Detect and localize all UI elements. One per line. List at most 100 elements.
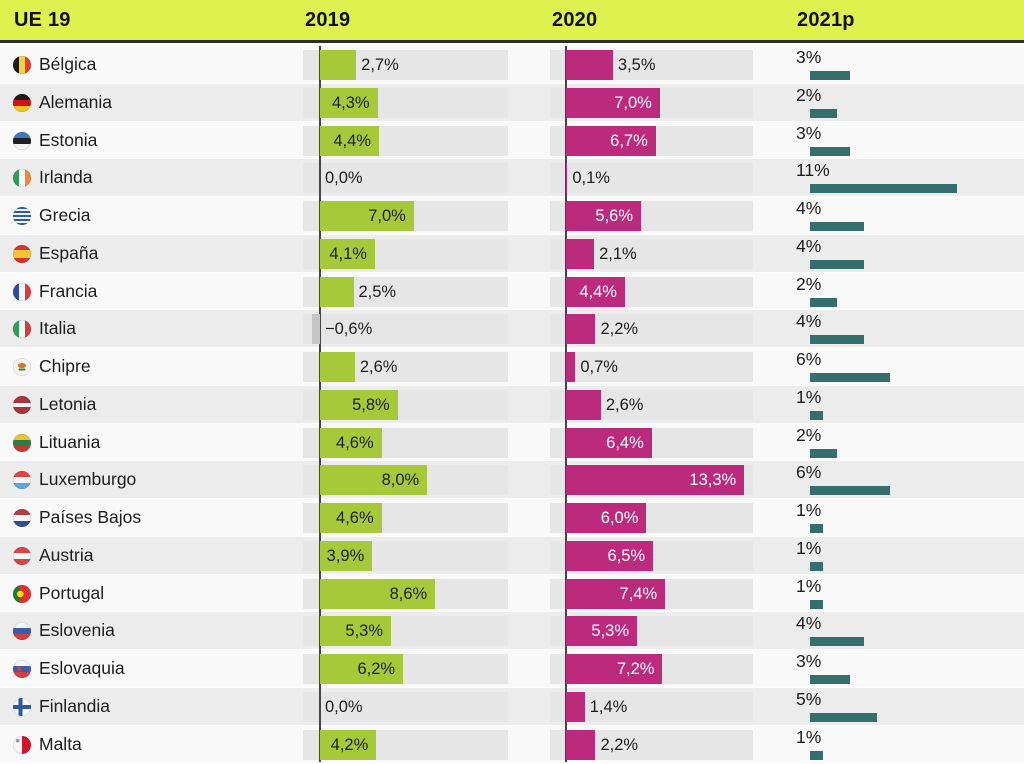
bar-2019: [320, 125, 379, 156]
header-2021p: 2021p: [797, 9, 855, 31]
chart-rows: Bélgica 2,7% 3,5% 3% Alemania 4,3% 7,0% 2% Eston…: [0, 46, 1024, 764]
ie-flag-icon: [13, 169, 31, 188]
country-label: Luxemburgo: [39, 469, 137, 490]
bar-2019: [320, 201, 414, 231]
country-label: Eslovenia: [39, 620, 115, 641]
header-2019: 2019: [305, 9, 351, 31]
bar-track-2020: [550, 163, 753, 194]
bar-value-2019: 0,0%: [325, 169, 363, 188]
pt-flag-icon: [13, 584, 31, 603]
country-label: Bélgica: [39, 54, 97, 74]
bar-2021p: [810, 410, 824, 420]
country-label: Grecia: [39, 205, 91, 225]
bar-2019: [311, 314, 320, 345]
table-row: Chipre 2,6% 0,7% 6%: [0, 348, 1024, 386]
gr-flag-icon: [13, 207, 31, 225]
bar-2019: [320, 427, 382, 458]
table-row: Finlandia 0,0% 1,4% 5%: [0, 687, 1024, 726]
table-row: Bélgica 2,7% 3,5% 3%: [0, 46, 1024, 84]
table-row: Malta 4,2% 2,2% 1%: [0, 725, 1024, 764]
bar-2020: [566, 238, 595, 269]
bar-value-2019: 4,1%: [329, 244, 367, 263]
bar-2021p: [810, 750, 824, 760]
country-label: Estonia: [39, 129, 98, 150]
sk-flag-icon: [13, 660, 31, 678]
bar-value-2020: 0,1%: [572, 169, 610, 188]
bar-2021p: [810, 637, 864, 647]
bar-2020: [566, 163, 568, 194]
bar-2019: [320, 276, 354, 307]
value-2021p: 3%: [796, 47, 822, 67]
bar-2021p: [810, 373, 891, 382]
bar-2019: [320, 238, 375, 269]
country-label: Francia: [39, 280, 98, 301]
bar-2020: [566, 691, 585, 722]
fi-flag-icon: [13, 697, 31, 716]
bar-track-2020: [550, 352, 753, 382]
bar-value-2019: 2,6%: [359, 358, 398, 376]
value-2021p: 1%: [796, 575, 822, 596]
it-flag-icon: [13, 320, 31, 339]
bar-2020: [566, 427, 652, 458]
de-flag-icon: [13, 93, 31, 112]
value-2021p: 4%: [796, 235, 822, 256]
at-flag-icon: [13, 546, 31, 565]
value-2021p: 1%: [796, 500, 822, 520]
country-label: Países Bajos: [39, 507, 142, 527]
bar-value-2020: 6,5%: [607, 546, 646, 565]
bar-2020: [566, 578, 666, 609]
bar-value-2020: 7,2%: [616, 660, 655, 678]
bar-value-2020: 13,3%: [689, 471, 737, 490]
bar-2019: [320, 540, 373, 571]
bar-2021p: [810, 71, 851, 80]
bar-2019: [320, 616, 392, 647]
country-label: Alemania: [39, 91, 112, 112]
value-2021p: 2%: [796, 273, 822, 294]
table-row: Francia 2,5% 4,4% 2%: [0, 272, 1024, 311]
bar-value-2020: 2,6%: [605, 395, 644, 414]
table-row: España 4,1% 2,1% 4%: [0, 234, 1024, 273]
mt-flag-icon: [13, 735, 31, 754]
value-2021p: 3%: [796, 651, 822, 671]
value-2021p: 5%: [796, 688, 822, 709]
bar-2020: [566, 654, 663, 684]
bar-2020: [566, 465, 745, 496]
bar-2020: [566, 503, 647, 533]
bar-value-2020: 5,3%: [591, 622, 630, 641]
value-2021p: 2%: [796, 424, 822, 445]
country-label: Lituania: [39, 431, 101, 452]
bar-value-2019: 6,2%: [357, 660, 396, 678]
bar-2020: [566, 314, 596, 345]
bar-2019: [320, 50, 357, 80]
cy-flag-icon: [13, 358, 31, 376]
table-row: Eslovaquia 6,2% 7,2% 3%: [0, 650, 1024, 688]
bar-value-2020: 0,7%: [580, 358, 618, 376]
bar-value-2019: 5,3%: [345, 622, 384, 641]
bar-2021p: [810, 297, 837, 307]
bar-2021p: [810, 448, 837, 458]
bar-value-2020: 6,0%: [600, 509, 639, 527]
bar-track-2019: [303, 314, 508, 345]
bar-2019: [320, 578, 436, 609]
bar-2020: [566, 389, 601, 420]
ee-flag-icon: [13, 131, 31, 150]
lv-flag-icon: [13, 395, 31, 414]
bar-value-2019: 3,9%: [326, 546, 365, 565]
bar-value-2019: 5,8%: [352, 395, 390, 414]
table-row: Grecia 7,0% 5,6% 4%: [0, 197, 1024, 235]
bar-value-2019: 8,0%: [381, 471, 420, 490]
value-2021p: 2%: [796, 84, 822, 105]
bar-2021p: [810, 561, 824, 571]
bar-2021p: [810, 675, 851, 684]
bar-2020: [566, 50, 613, 80]
bar-2019: [320, 87, 378, 118]
value-2021p: 3%: [796, 122, 822, 143]
bar-value-2020: 7,0%: [614, 93, 652, 112]
fr-flag-icon: [13, 282, 31, 301]
bar-value-2020: 6,7%: [610, 131, 648, 150]
country-label: Eslovaquia: [39, 658, 125, 678]
bar-value-2020: 5,6%: [595, 207, 634, 225]
table-row: Letonia 5,8% 2,6% 1%: [0, 385, 1024, 424]
country-label: Malta: [39, 733, 82, 754]
bar-2021p: [810, 146, 851, 156]
